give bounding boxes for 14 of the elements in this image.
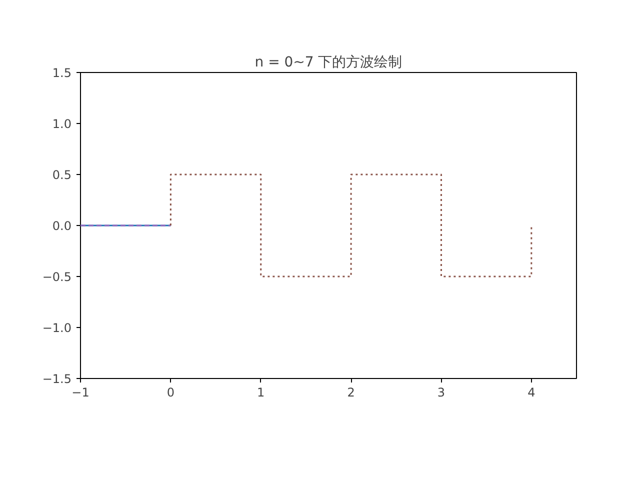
y-tick-label: 0.5 bbox=[52, 168, 72, 182]
x-tick-label: 2 bbox=[347, 386, 355, 400]
chart-title: n = 0~7 下的方波绘制 bbox=[254, 54, 402, 70]
x-tick-label: 0 bbox=[166, 386, 175, 400]
y-tick-label: −0.5 bbox=[42, 270, 72, 284]
x-tick-label: 1 bbox=[257, 386, 265, 400]
x-tick-label: 3 bbox=[437, 386, 446, 400]
y-tick-label: −1.0 bbox=[42, 321, 72, 335]
y-tick-label: 0.0 bbox=[52, 219, 72, 233]
x-tick-label: −1 bbox=[72, 386, 90, 400]
y-tick-label: −1.5 bbox=[42, 372, 72, 386]
y-tick-label: 1.5 bbox=[52, 66, 72, 80]
x-tick-label: 4 bbox=[528, 386, 536, 400]
y-tick-label: 1.0 bbox=[52, 117, 72, 131]
